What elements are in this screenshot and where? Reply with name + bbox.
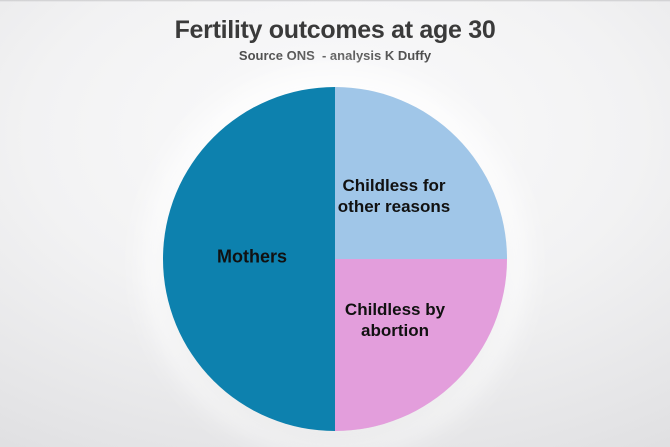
- chart-subtitle: Source ONS - analysis K Duffy: [238, 48, 432, 63]
- pie-chart: [163, 87, 507, 431]
- slice-label-childless-abortion-line1: Childless by: [344, 300, 446, 319]
- slice-label-childless-by-abortion: Childless by abortion: [345, 299, 445, 341]
- slice-label-childless-abortion-line2: abortion: [360, 321, 429, 340]
- slice-label-childless-other-reasons: Childless for other reasons: [338, 175, 450, 217]
- slice-label-mothers-line1: Mothers: [216, 246, 288, 267]
- slide-top-edge-shadow: [0, 0, 670, 2]
- slice-label-childless-other-line2: other reasons: [337, 197, 451, 216]
- slice-label-childless-other-line1: Childless for: [342, 176, 446, 195]
- chart-title: Fertility outcomes at age 30: [174, 16, 496, 44]
- slice-label-mothers: Mothers: [217, 247, 287, 268]
- title-block: Fertility outcomes at age 30 Source ONS …: [0, 16, 670, 65]
